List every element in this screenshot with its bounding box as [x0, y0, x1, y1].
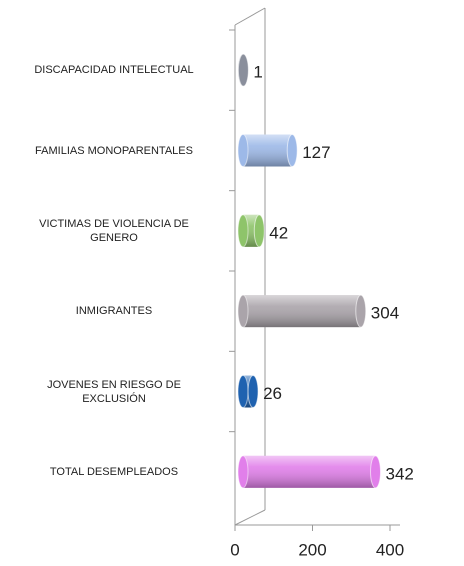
bar-base	[237, 214, 249, 248]
value-label: 127	[302, 143, 330, 162]
category-label: DISCAPACIDAD INTELECTUAL	[34, 64, 194, 77]
bar-base	[237, 134, 249, 167]
bar-base	[237, 455, 249, 489]
x-tick-label: 200	[298, 540, 326, 559]
value-label: 342	[386, 464, 414, 483]
value-label: 26	[263, 384, 282, 403]
bar-base	[237, 294, 249, 328]
value-label: 304	[371, 304, 399, 323]
category-label: INMIGRANTES	[75, 305, 153, 318]
wall-top	[234, 7, 266, 26]
category-label: VICTIMAS DE VIOLENCIA DE GENERO	[39, 217, 189, 244]
bar-cap	[286, 134, 298, 167]
bar-cap	[253, 214, 265, 248]
bar-cap	[247, 375, 259, 408]
bar-shine	[243, 455, 376, 488]
bar-shine	[243, 134, 293, 167]
floor-edge	[234, 509, 266, 526]
value-label: 1	[253, 63, 262, 82]
bar-shine	[243, 295, 361, 328]
x-tick-label: 400	[376, 540, 404, 559]
bar-cap	[370, 455, 382, 489]
bar-base	[237, 375, 249, 408]
category-label: JOVENES EN RIESGO DE EXCLUSIÓN	[47, 378, 181, 405]
value-label: 42	[269, 223, 288, 242]
bar-cap	[355, 294, 367, 328]
category-label: TOTAL DESEMPLEADOS	[49, 465, 179, 478]
bar-cap	[237, 53, 249, 87]
category-label: FAMILIAS MONOPARENTALES	[35, 144, 193, 157]
x-tick-label: 0	[230, 540, 239, 559]
